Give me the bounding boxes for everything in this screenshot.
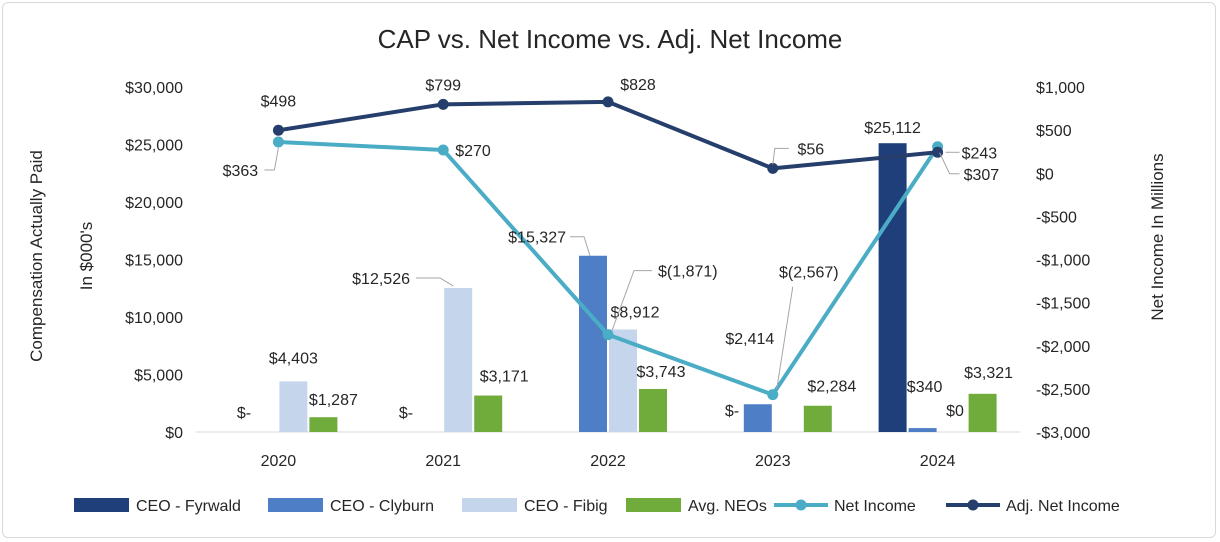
bar-data-label: $- <box>399 405 413 422</box>
line-data-label: $828 <box>620 77 656 94</box>
bar <box>309 417 338 432</box>
leader-line <box>264 147 279 171</box>
y-right-tick-label: -$1,000 <box>1036 253 1090 270</box>
x-tick-label: 2022 <box>590 453 626 470</box>
bar <box>279 381 308 432</box>
bar <box>878 143 907 432</box>
bar <box>908 428 937 432</box>
y-right-tick-label: -$500 <box>1036 209 1077 226</box>
line-data-label: $243 <box>962 145 998 162</box>
y-right-tick-label: $1,000 <box>1036 80 1085 97</box>
line-data-label: $307 <box>964 167 1000 184</box>
y-right-tick-label: -$3,000 <box>1036 425 1090 442</box>
bar-data-label: $4,403 <box>269 350 318 367</box>
x-tick-label: 2021 <box>425 453 461 470</box>
bar-data-label: $- <box>237 405 251 422</box>
legend-label: CEO - Clyburn <box>330 498 434 515</box>
legend-swatch <box>268 498 323 512</box>
bar <box>743 404 772 432</box>
bar <box>968 393 997 432</box>
y-right-tick-label: -$2,000 <box>1036 339 1090 356</box>
bar-data-label: $3,743 <box>637 364 686 381</box>
line-data-label: $56 <box>797 141 824 158</box>
x-tick-label: 2024 <box>920 453 956 470</box>
legend-swatch <box>462 498 517 512</box>
line-point <box>437 98 449 110</box>
bar <box>444 287 473 432</box>
line-data-label: $799 <box>425 77 461 94</box>
y-left-tick-label: $20,000 <box>125 195 183 212</box>
left-axis-label-line1: Compensation Actually Paid <box>27 150 46 362</box>
y-left-tick-label: $30,000 <box>125 80 183 97</box>
leader-line <box>416 277 454 287</box>
bar-data-label: $1,287 <box>309 392 358 409</box>
y-left-tick-label: $0 <box>165 425 183 442</box>
legend-swatch <box>74 498 129 512</box>
left-axis-label-line2: In $000's <box>77 222 96 290</box>
y-left-tick-label: $25,000 <box>125 138 183 155</box>
bar-data-label: $15,327 <box>508 230 566 247</box>
leader-line <box>772 147 789 165</box>
legend-label: Net Income <box>834 498 916 515</box>
line-point <box>437 144 449 156</box>
line-data-label: $270 <box>455 143 491 160</box>
line-point <box>602 96 614 108</box>
bar-data-label: $0 <box>946 403 964 420</box>
series-line <box>278 99 938 171</box>
x-tick-label: 2020 <box>261 453 297 470</box>
legend-label: Avg. NEOs <box>688 498 767 515</box>
line-point <box>767 162 779 174</box>
y-right-tick-label: $0 <box>1036 166 1054 183</box>
line-point <box>602 329 614 341</box>
line-data-label: $498 <box>261 93 297 110</box>
line-data-label: $(2,567) <box>779 265 839 282</box>
y-right-tick-label: $500 <box>1036 123 1072 140</box>
leader-line <box>939 152 960 175</box>
right-axis-label: Net Income In Millions <box>1148 153 1167 320</box>
y-right-tick-label: -$1,500 <box>1036 296 1090 313</box>
legend-label: CEO - Fibig <box>524 498 608 515</box>
bar-data-label: $340 <box>907 379 943 396</box>
y-left-tick-label: $15,000 <box>125 253 183 270</box>
bar-data-label: $2,414 <box>725 331 774 348</box>
bar-data-label: $3,171 <box>480 369 529 386</box>
bar <box>803 405 832 432</box>
bar <box>609 329 637 432</box>
legend-label: CEO - Fyrwald <box>136 498 241 515</box>
bar-data-label: $8,912 <box>611 305 660 322</box>
x-tick-label: 2023 <box>755 453 791 470</box>
y-left-tick-label: $10,000 <box>125 310 183 327</box>
legend-marker <box>795 499 807 511</box>
line-point <box>767 389 779 401</box>
legend-label: Adj. Net Income <box>1006 498 1120 515</box>
legend-marker <box>967 499 979 511</box>
leader-line <box>611 270 652 331</box>
bar <box>474 395 503 432</box>
chart-title: CAP vs. Net Income vs. Adj. Net Income <box>378 24 843 54</box>
bar-data-label: $25,112 <box>864 120 921 137</box>
y-left-tick-label: $5,000 <box>134 368 183 385</box>
bar <box>639 388 667 432</box>
bar-data-label: $2,284 <box>807 379 856 396</box>
line-point <box>272 136 284 148</box>
legend-swatch <box>626 498 681 512</box>
bar-data-label: $3,321 <box>964 365 1013 382</box>
line-data-label: $(1,871) <box>658 264 718 281</box>
bar <box>579 255 607 432</box>
leader-line <box>570 236 591 256</box>
bar-data-label: $- <box>725 403 739 420</box>
series-line <box>278 139 940 397</box>
y-right-tick-label: -$2,500 <box>1036 382 1090 399</box>
bar-data-label: $12,526 <box>352 271 410 288</box>
line-point <box>272 124 284 136</box>
line-data-label: $363 <box>223 163 259 180</box>
leader-line <box>776 286 794 389</box>
